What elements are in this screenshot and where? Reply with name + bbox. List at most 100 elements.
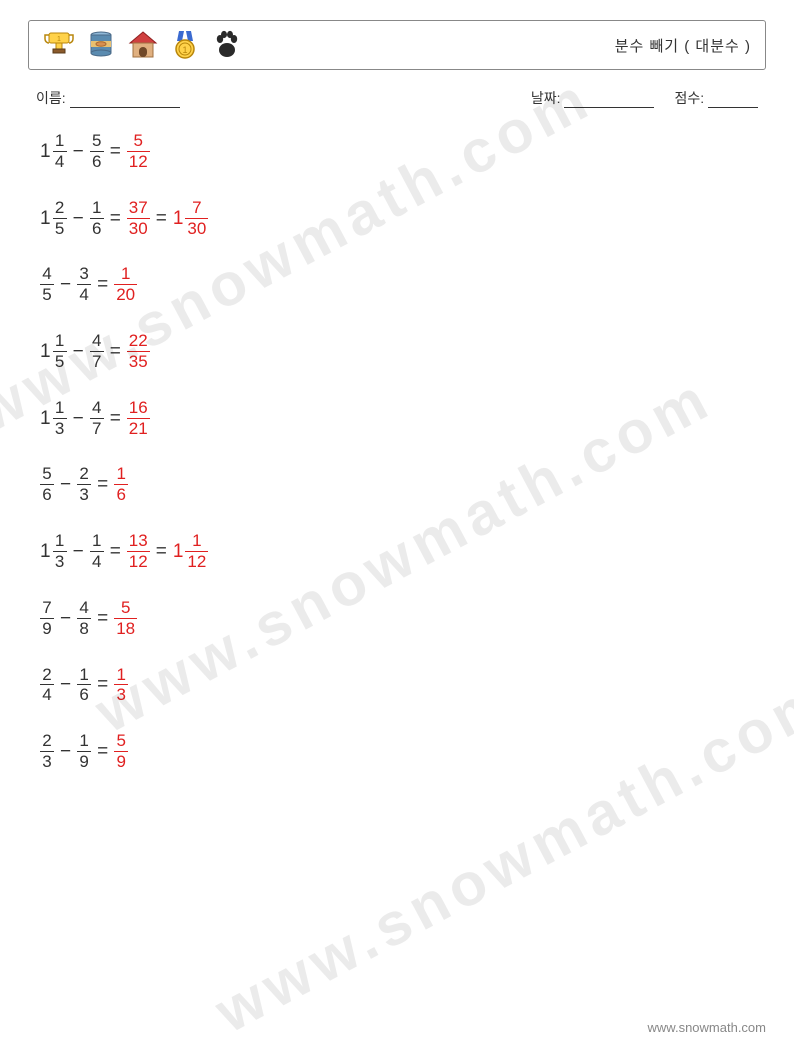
fraction: 56 xyxy=(90,132,104,171)
problem-row: 115−47=2235 xyxy=(40,332,766,371)
fraction: 120 xyxy=(114,265,137,304)
denominator: 8 xyxy=(77,620,90,638)
problem-row: 113−14=1312=1112 xyxy=(40,532,766,571)
denominator: 9 xyxy=(77,753,90,771)
minus-sign: − xyxy=(60,609,71,628)
fraction: 45 xyxy=(40,265,54,304)
problem-row: 113−47=1621 xyxy=(40,399,766,438)
whole-part: 1 xyxy=(40,409,51,428)
denominator: 6 xyxy=(77,686,90,704)
numerator: 1 xyxy=(77,732,90,750)
operand-term: 56 xyxy=(90,132,104,171)
numerator: 4 xyxy=(90,332,103,350)
fraction: 23 xyxy=(77,465,91,504)
header-icons: 1 xyxy=(43,29,243,61)
minus-sign: − xyxy=(73,209,84,228)
numerator: 2 xyxy=(40,666,53,684)
equals-sign: = xyxy=(97,675,108,694)
denominator: 3 xyxy=(53,553,66,571)
numerator: 1 xyxy=(53,332,66,350)
operand-term: 47 xyxy=(90,332,104,371)
fraction: 3730 xyxy=(127,199,150,238)
operand-term: 113 xyxy=(40,532,67,571)
numerator: 7 xyxy=(190,199,203,217)
fraction: 14 xyxy=(90,532,104,571)
numerator: 2 xyxy=(53,199,66,217)
fraction: 16 xyxy=(77,666,91,705)
operand-term: 48 xyxy=(77,599,91,638)
equals-sign: = xyxy=(110,409,121,428)
answer-term: 1312 xyxy=(127,532,150,571)
denominator: 6 xyxy=(90,153,103,171)
minus-sign: − xyxy=(60,475,71,494)
numerator: 5 xyxy=(90,132,103,150)
fraction: 14 xyxy=(53,132,67,171)
equals-sign: = xyxy=(110,142,121,161)
denominator: 18 xyxy=(114,620,137,638)
score-field: 점수: xyxy=(674,88,758,108)
equals-sign: = xyxy=(156,542,167,561)
denominator: 6 xyxy=(90,220,103,238)
name-label: 이름: xyxy=(36,90,66,106)
fraction: 13 xyxy=(53,532,67,571)
numerator: 5 xyxy=(119,599,132,617)
svg-text:1: 1 xyxy=(57,36,61,43)
score-label: 점수: xyxy=(674,90,704,106)
problem-row: 45−34=120 xyxy=(40,265,766,304)
minus-sign: − xyxy=(73,542,84,561)
equals-sign: = xyxy=(97,609,108,628)
trophy-icon: 1 xyxy=(43,29,75,61)
date-blank xyxy=(564,93,654,108)
operand-term: 24 xyxy=(40,666,54,705)
numerator: 1 xyxy=(53,132,66,150)
answer-term: 13 xyxy=(114,666,128,705)
medal-icon: 1 xyxy=(169,29,201,61)
numerator: 1 xyxy=(90,532,103,550)
denominator: 5 xyxy=(40,286,53,304)
fraction: 518 xyxy=(114,599,137,638)
whole-part: 1 xyxy=(40,142,51,161)
fraction: 47 xyxy=(90,399,104,438)
problem-row: 79−48=518 xyxy=(40,599,766,638)
whole-part: 1 xyxy=(40,342,51,361)
denominator: 3 xyxy=(53,420,66,438)
worksheet-title: 분수 빼기 ( 대분수 ) xyxy=(615,35,751,56)
numerator: 1 xyxy=(114,666,127,684)
numerator: 5 xyxy=(40,465,53,483)
date-label: 날짜: xyxy=(531,90,561,106)
denominator: 9 xyxy=(114,753,127,771)
numerator: 4 xyxy=(40,265,53,283)
denominator: 9 xyxy=(40,620,53,638)
score-blank xyxy=(708,93,758,108)
denominator: 4 xyxy=(77,286,90,304)
problem-row: 56−23=16 xyxy=(40,465,766,504)
equals-sign: = xyxy=(110,342,121,361)
denominator: 5 xyxy=(53,220,66,238)
date-field: 날짜: xyxy=(531,88,655,108)
operand-term: 47 xyxy=(90,399,104,438)
numerator: 1 xyxy=(90,199,103,217)
whole-part: 1 xyxy=(40,209,51,228)
equals-sign: = xyxy=(97,742,108,761)
denominator: 21 xyxy=(127,420,150,438)
numerator: 16 xyxy=(127,399,150,417)
denominator: 12 xyxy=(127,153,150,171)
answer-term: 518 xyxy=(114,599,137,638)
problems-list: 114−56=512125−16=3730=173045−34=120115−4… xyxy=(28,132,766,771)
problem-row: 125−16=3730=1730 xyxy=(40,199,766,238)
numerator: 2 xyxy=(40,732,53,750)
numerator: 1 xyxy=(190,532,203,550)
paw-icon xyxy=(211,29,243,61)
numerator: 3 xyxy=(77,265,90,283)
equals-sign: = xyxy=(97,475,108,494)
operand-term: 23 xyxy=(77,465,91,504)
numerator: 1 xyxy=(53,399,66,417)
numerator: 1 xyxy=(114,465,127,483)
whole-part: 1 xyxy=(173,209,184,228)
operand-term: 16 xyxy=(90,199,104,238)
minus-sign: − xyxy=(73,342,84,361)
whole-part: 1 xyxy=(173,542,184,561)
operand-term: 45 xyxy=(40,265,54,304)
numerator: 4 xyxy=(90,399,103,417)
denominator: 7 xyxy=(90,420,103,438)
